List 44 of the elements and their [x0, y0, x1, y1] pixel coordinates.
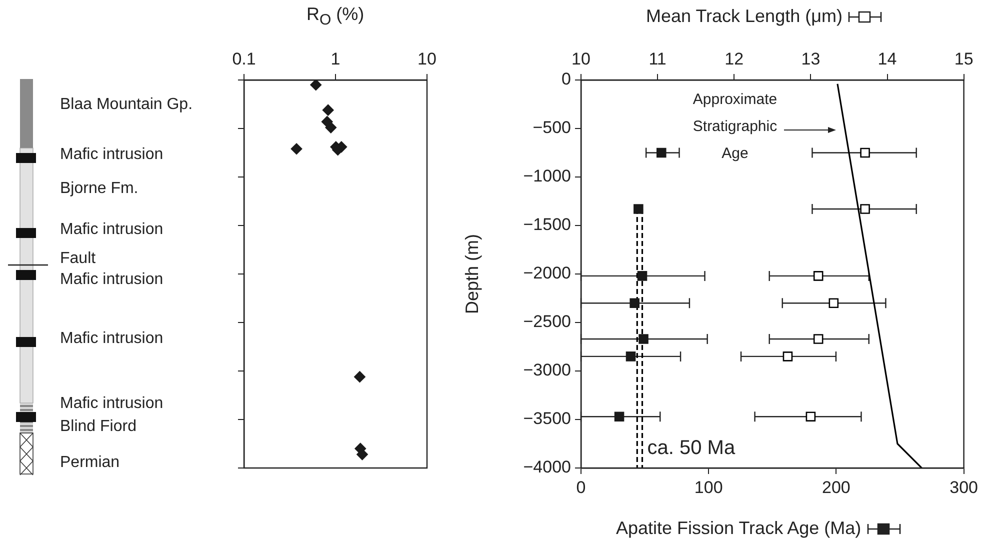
x-tick-label: 10	[418, 49, 436, 68]
y-tick-label: −4000	[523, 458, 571, 477]
x-tick-label: 300	[950, 478, 978, 497]
point	[656, 148, 666, 158]
text: Permian	[60, 454, 120, 472]
x-tick-label: 0	[576, 478, 586, 497]
text: Mafic intrusion	[60, 221, 164, 239]
point	[637, 271, 648, 281]
x-axis-title: Apatite Fission Track Age (Ma)	[616, 518, 862, 538]
x-tick-label: 1	[330, 49, 340, 68]
x-tick-label: 200	[822, 478, 850, 497]
x2-axis-title: Mean Track Length (μm)	[646, 6, 842, 26]
y-tick-label: −1500	[523, 215, 571, 234]
point	[634, 204, 644, 214]
text: Mafic intrusion	[60, 395, 164, 413]
x-tick-label: 100	[694, 478, 723, 497]
point	[630, 298, 640, 308]
y-axis-title: Depth (m)	[462, 234, 482, 314]
text: Blaa Mountain Gp.	[60, 96, 193, 114]
point	[626, 352, 636, 362]
y-tick-label: 0	[562, 70, 571, 89]
point	[614, 412, 624, 422]
x2-tick-label: 13	[801, 49, 820, 68]
text: Bjorne Fm.	[60, 180, 138, 198]
x-tick-label: 0.1	[232, 49, 256, 68]
y-tick-label: −500	[532, 118, 571, 138]
x2-tick-label: 11	[648, 49, 666, 68]
x2-tick-label: 15	[954, 49, 974, 68]
y-tick-label: −3500	[523, 409, 571, 428]
x2-tick-label: 14	[878, 49, 897, 68]
y-tick-label: −3000	[523, 360, 571, 380]
x-axis-title: R$_{O}$ (%)	[306, 4, 364, 31]
annotation: Approximate Stratigraphic Age	[692, 90, 778, 164]
text: Mafic intrusion	[60, 271, 164, 289]
text: Fault	[60, 250, 96, 268]
text: Mafic intrusion	[60, 146, 164, 164]
point	[638, 334, 648, 344]
text: Mafic intrusion	[60, 330, 164, 348]
y-tick-label: −2500	[523, 312, 571, 332]
text: Blind Fiord	[60, 418, 136, 436]
annotation: ca. 50 Ma	[647, 437, 736, 460]
y-tick-label: −1000	[523, 166, 571, 186]
y-tick-label: −2000	[523, 264, 571, 283]
x2-tick-label: 12	[724, 49, 744, 68]
